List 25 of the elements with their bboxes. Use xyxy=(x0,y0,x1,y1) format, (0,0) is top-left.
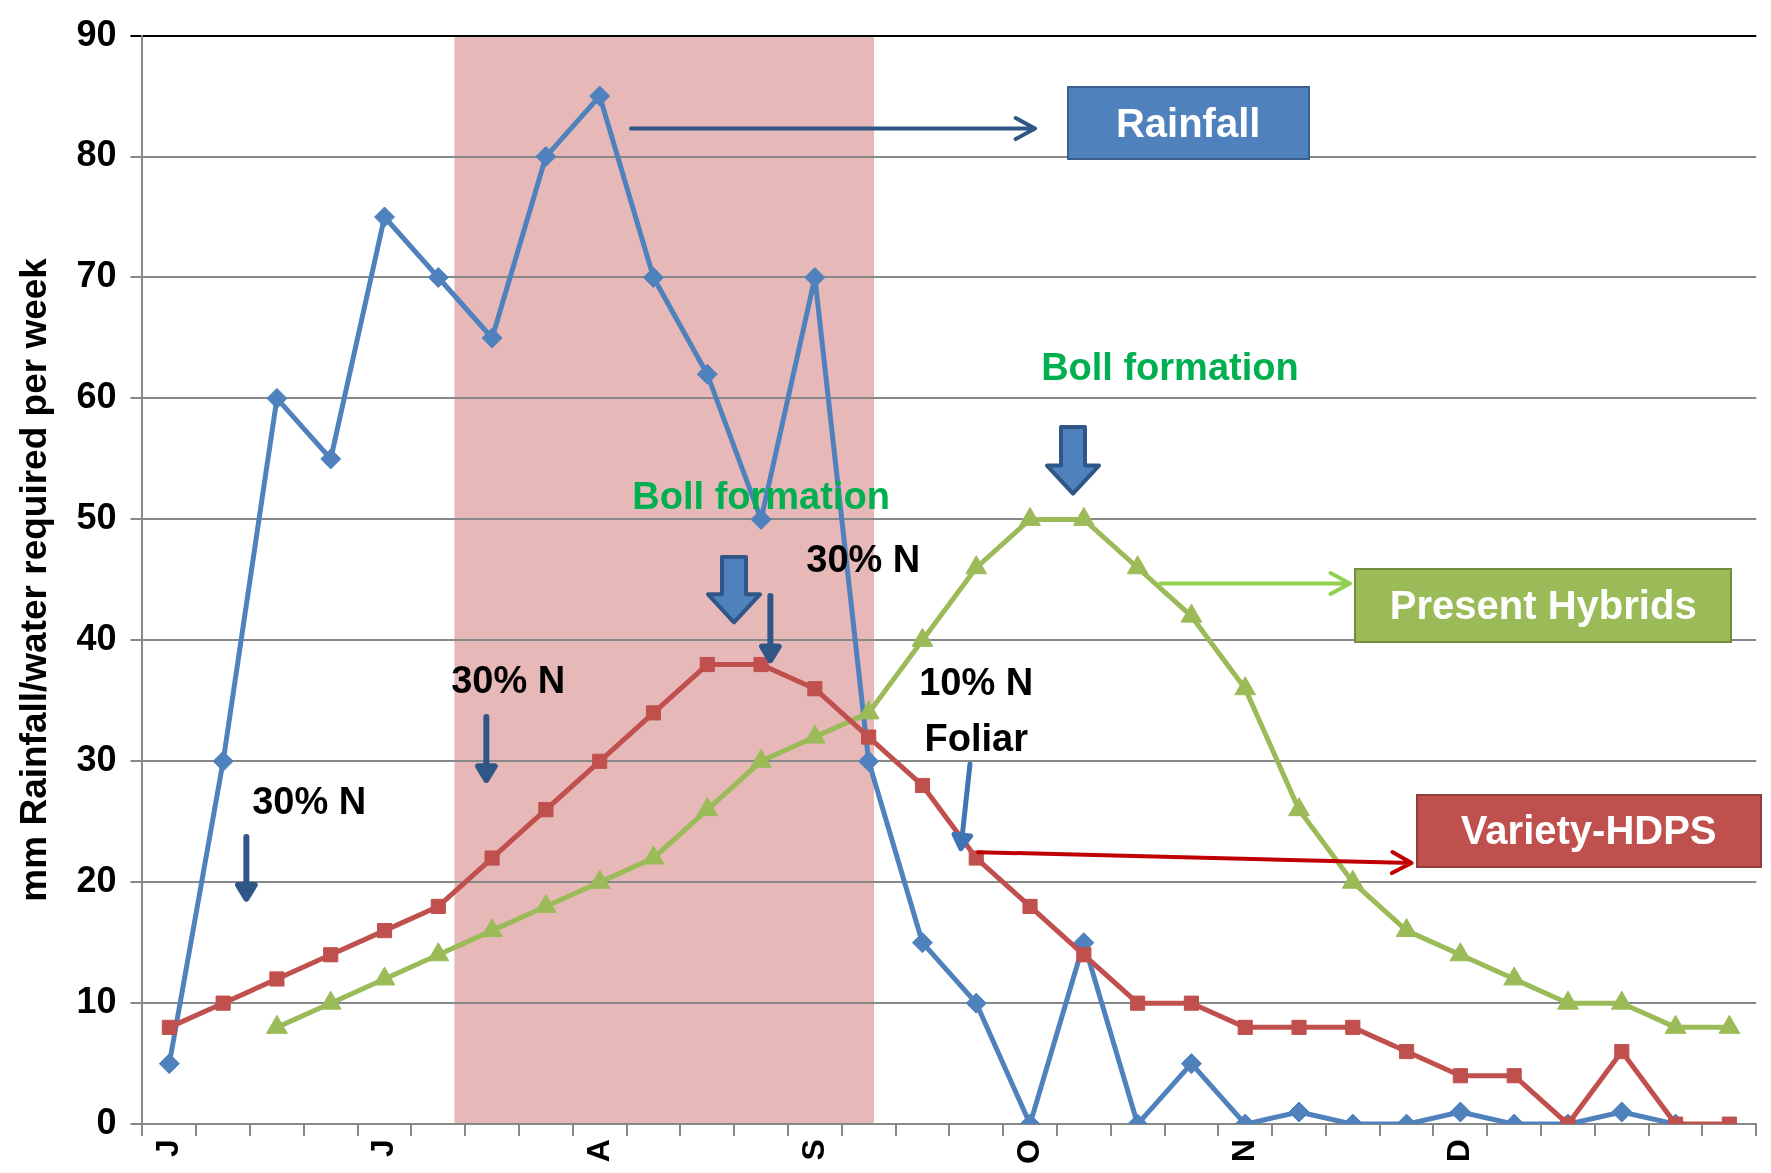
x-tick-label: A xyxy=(579,1139,616,1163)
text: Present Hybrids xyxy=(1354,567,1733,643)
y-tick-label: 50 xyxy=(76,496,117,538)
annotation: 10% N Foliar xyxy=(919,661,1034,760)
y-tick-label: 10 xyxy=(76,980,117,1022)
y-tick-label: 30 xyxy=(76,738,117,780)
y-axis-title: mm Rainfall/water required per week xyxy=(13,257,55,902)
x-tick-label: J xyxy=(364,1139,401,1157)
y-tick-label: 0 xyxy=(96,1101,117,1143)
x-tick-label: N xyxy=(1225,1139,1262,1163)
annotation: 30% N xyxy=(252,780,367,823)
x-tick-label: D xyxy=(1440,1139,1477,1163)
x-tick-label: S xyxy=(794,1139,831,1161)
y-tick-label: 40 xyxy=(76,617,117,659)
text: Rainfall xyxy=(1066,86,1310,161)
annotation: Boll formation xyxy=(1041,345,1299,388)
text: Variety-HDPS xyxy=(1415,793,1762,868)
y-tick-label: 20 xyxy=(76,859,117,901)
y-tick-label: 90 xyxy=(76,12,117,54)
x-tick-label: J xyxy=(149,1139,186,1157)
y-tick-label: 60 xyxy=(76,375,117,417)
annotation: 30% N xyxy=(451,659,566,702)
y-tick-label: 80 xyxy=(76,133,117,175)
y-tick-label: 70 xyxy=(76,254,117,296)
x-tick-label: O xyxy=(1009,1139,1046,1164)
